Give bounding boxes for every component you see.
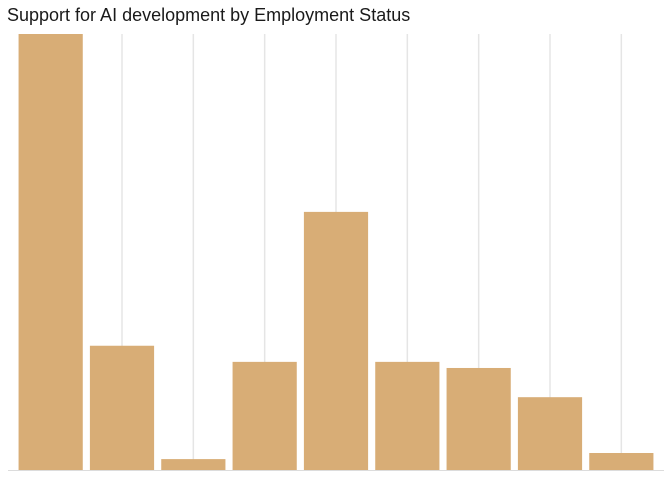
bar-8 bbox=[517, 397, 583, 470]
bar-2 bbox=[89, 345, 155, 470]
bar-7 bbox=[446, 367, 511, 470]
bar-6 bbox=[375, 361, 440, 470]
chart-title: Support for AI development by Employment… bbox=[7, 5, 411, 25]
bar-4 bbox=[232, 361, 297, 470]
bar-3 bbox=[161, 459, 226, 470]
bar-1 bbox=[18, 34, 83, 470]
bar-9 bbox=[589, 452, 654, 470]
bar-5 bbox=[303, 211, 369, 470]
